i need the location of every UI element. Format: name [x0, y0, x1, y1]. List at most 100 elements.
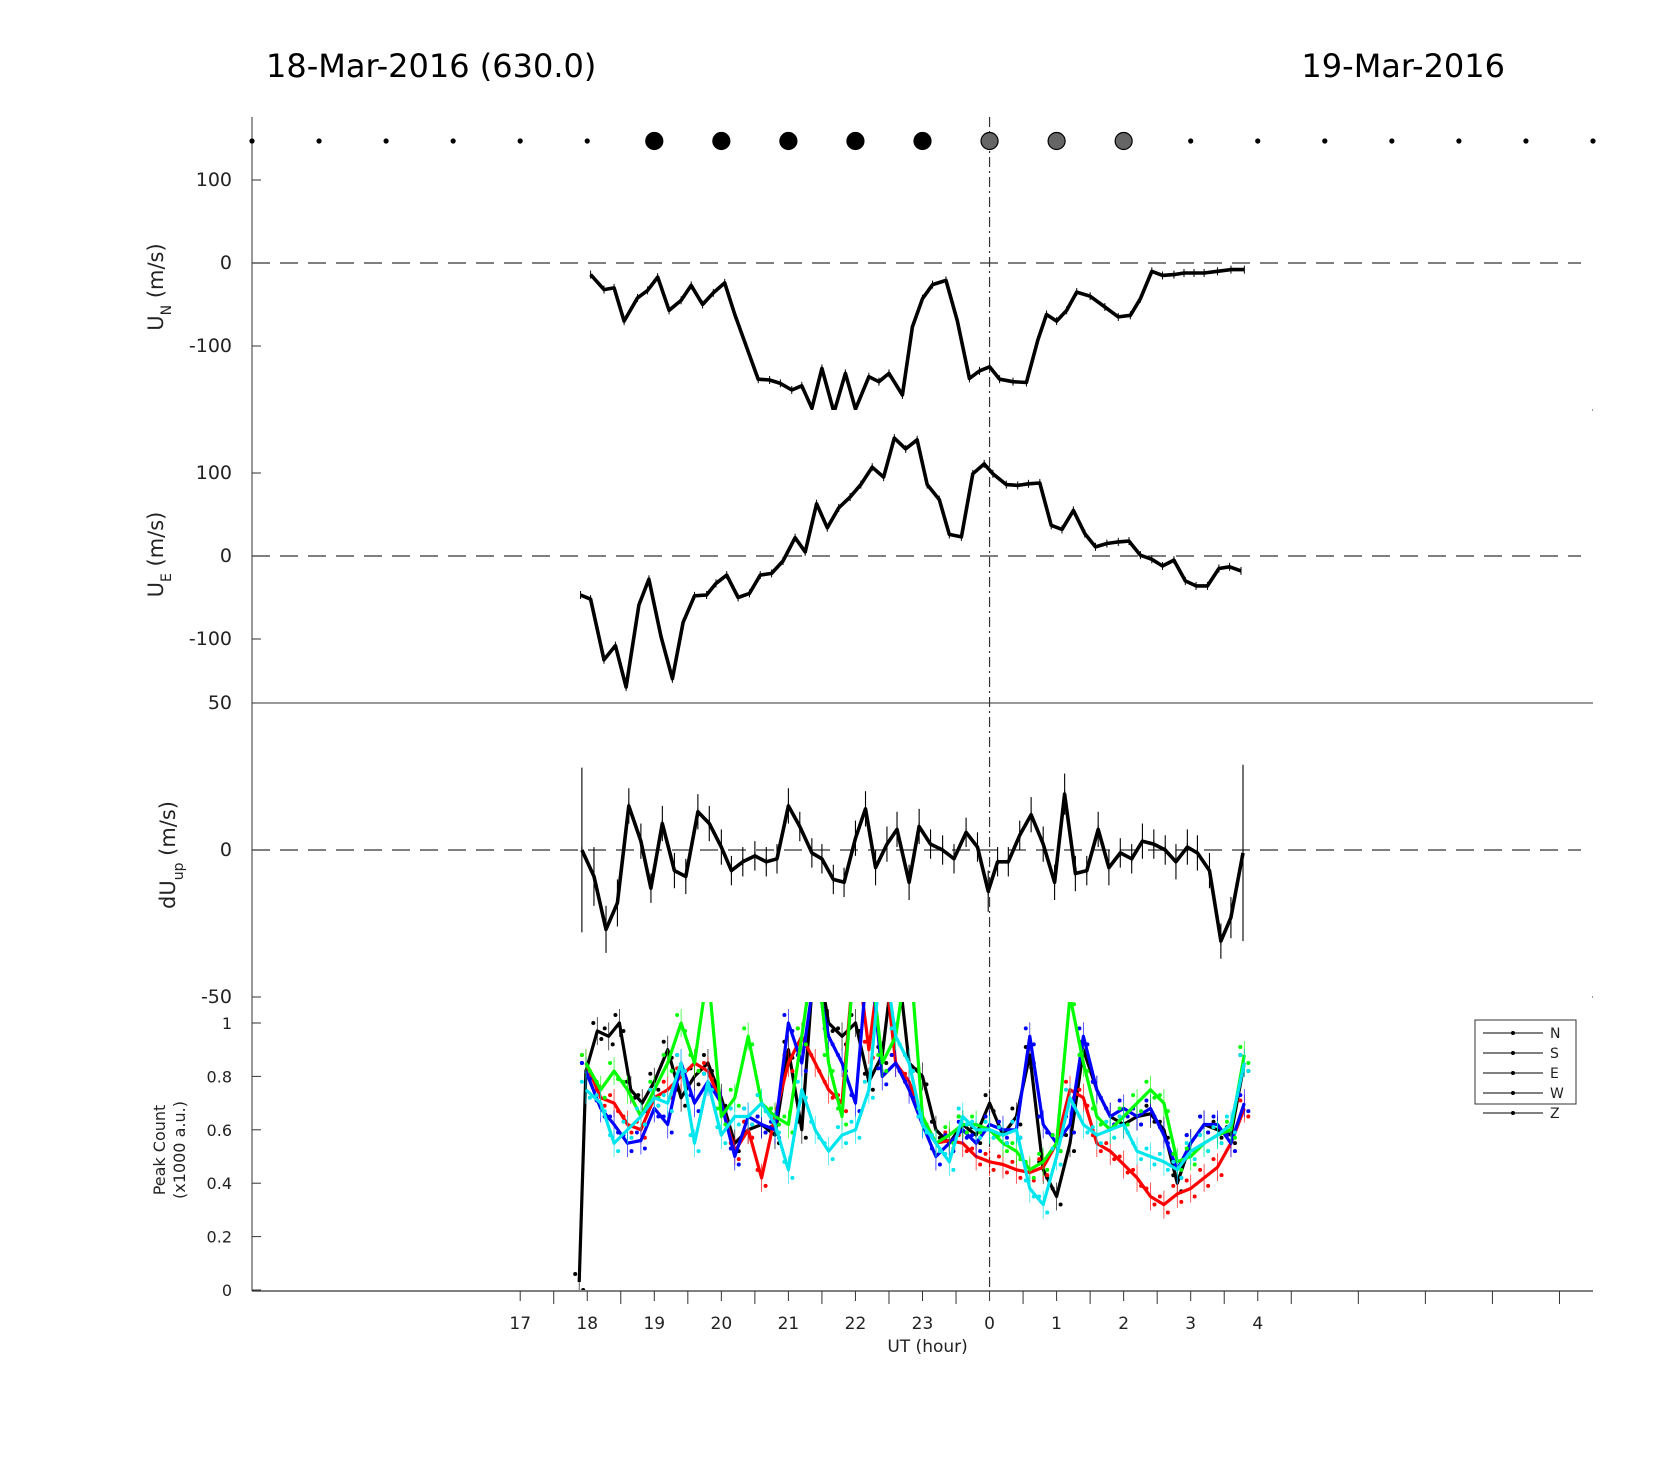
data-point: [661, 1093, 666, 1098]
data-point: [629, 1130, 634, 1135]
y-tick-label-peak: 0.2: [207, 1228, 232, 1247]
y-tick-label-dup: 50: [208, 692, 232, 714]
y-axis-label-un: UN (m/s): [144, 243, 175, 330]
y-tick-label-dup: 0: [220, 839, 232, 861]
legend-marker: [1511, 1031, 1515, 1035]
data-point: [809, 933, 813, 937]
data-point: [1192, 1162, 1197, 1167]
x-tick-label: 20: [711, 1314, 733, 1334]
data-point: [755, 1093, 760, 1098]
data-point: [634, 1106, 639, 1111]
cloud-dot-small: [1255, 138, 1261, 144]
data-point: [629, 1149, 634, 1154]
data-point: [1246, 1109, 1251, 1114]
y-tick-label-un: -100: [189, 335, 232, 357]
titles-layer: 18-Mar-2016 (630.0) 19-Mar-2016: [266, 47, 1505, 85]
data-point: [803, 1069, 808, 1074]
data-point: [1031, 1175, 1036, 1180]
data-point: [579, 1053, 584, 1058]
data-point: [613, 1013, 618, 1017]
data-point: [599, 1037, 604, 1042]
series-line-peak-3: [584, 1002, 1246, 1172]
data-point: [790, 1069, 795, 1074]
data-point: [1045, 1167, 1050, 1172]
data-point: [1211, 1114, 1216, 1119]
series-line-peak-2: [584, 1002, 1246, 1172]
x-tick-label: 4: [1252, 1314, 1263, 1334]
data-point: [978, 1135, 983, 1140]
cloud-dot-large: [779, 131, 798, 151]
data-point: [634, 1130, 639, 1135]
data-point: [1064, 1087, 1069, 1092]
data-point: [1010, 1159, 1015, 1164]
cloud-dot-small: [1523, 138, 1529, 144]
data-point: [1198, 1133, 1203, 1138]
data-point: [763, 1183, 768, 1188]
y-axis-label-line2: (x1000 a.u.): [170, 1101, 189, 1199]
cloud-dot-large: [913, 131, 932, 151]
data-point: [889, 1026, 894, 1031]
data-point: [1072, 1130, 1077, 1135]
data-point: [1004, 1149, 1009, 1154]
data-point: [1098, 1141, 1103, 1146]
data-point: [587, 1095, 592, 1100]
data-point: [836, 1125, 841, 1130]
data-point: [648, 1087, 653, 1092]
data-point: [1045, 1210, 1050, 1215]
data-point: [983, 1151, 988, 1156]
data-point: [890, 933, 894, 937]
data-point: [579, 1079, 584, 1084]
data-point: [1010, 1141, 1015, 1146]
data-point: [1211, 1157, 1216, 1162]
cloud-dot-small: [1188, 138, 1194, 144]
y-tick-label-ue: -100: [189, 628, 232, 650]
data-point: [1139, 1157, 1144, 1162]
data-point: [610, 1042, 615, 1047]
data-point: [870, 1095, 875, 1100]
data-point: [1050, 1133, 1055, 1138]
data-point: [911, 949, 915, 953]
date-title-right: 19-Mar-2016: [1301, 47, 1505, 85]
legend-marker: [1511, 1071, 1515, 1075]
data-point: [1117, 1114, 1122, 1119]
data-point: [870, 1087, 875, 1092]
data-point: [1206, 1183, 1211, 1188]
data-point: [723, 1141, 728, 1146]
x-tick-label: 2: [1118, 1314, 1129, 1334]
data-point: [871, 949, 875, 953]
data-point: [1165, 1210, 1170, 1215]
cloud-dot-small: [249, 138, 255, 144]
x-tick-label: 21: [778, 1314, 800, 1334]
data-point: [661, 1079, 666, 1084]
data-point: [1179, 1199, 1184, 1204]
data-point: [608, 1093, 613, 1098]
data-point: [669, 1109, 674, 1114]
y-tick-label-dup: -50: [201, 986, 232, 1008]
data-point: [1018, 1175, 1023, 1180]
cloud-dot-gray: [980, 131, 999, 151]
data-point: [809, 933, 813, 937]
data-point: [1085, 1130, 1090, 1135]
data-point: [1238, 1098, 1243, 1103]
legend-marker: [1511, 1111, 1515, 1115]
legend-label: N: [1550, 1026, 1560, 1042]
data-point: [1238, 1093, 1243, 1098]
data-point: [642, 1146, 647, 1151]
data-point: [1184, 1178, 1189, 1183]
y-axis-label-unit: (m/s): [156, 801, 180, 863]
data-point: [817, 949, 821, 953]
data-point: [863, 933, 867, 937]
data-point: [1045, 1173, 1050, 1178]
y-axis-label-main: dU: [156, 880, 180, 909]
data-point: [1246, 1114, 1251, 1119]
series-line-ue-0: [579, 436, 1242, 689]
cloud-dot-gray: [1047, 131, 1066, 151]
data-point: [702, 960, 706, 964]
data-point: [629, 1135, 634, 1140]
data-point: [1246, 1061, 1251, 1066]
data-point: [736, 1103, 741, 1108]
data-point: [642, 1122, 647, 1127]
data-point: [1238, 1045, 1243, 1050]
